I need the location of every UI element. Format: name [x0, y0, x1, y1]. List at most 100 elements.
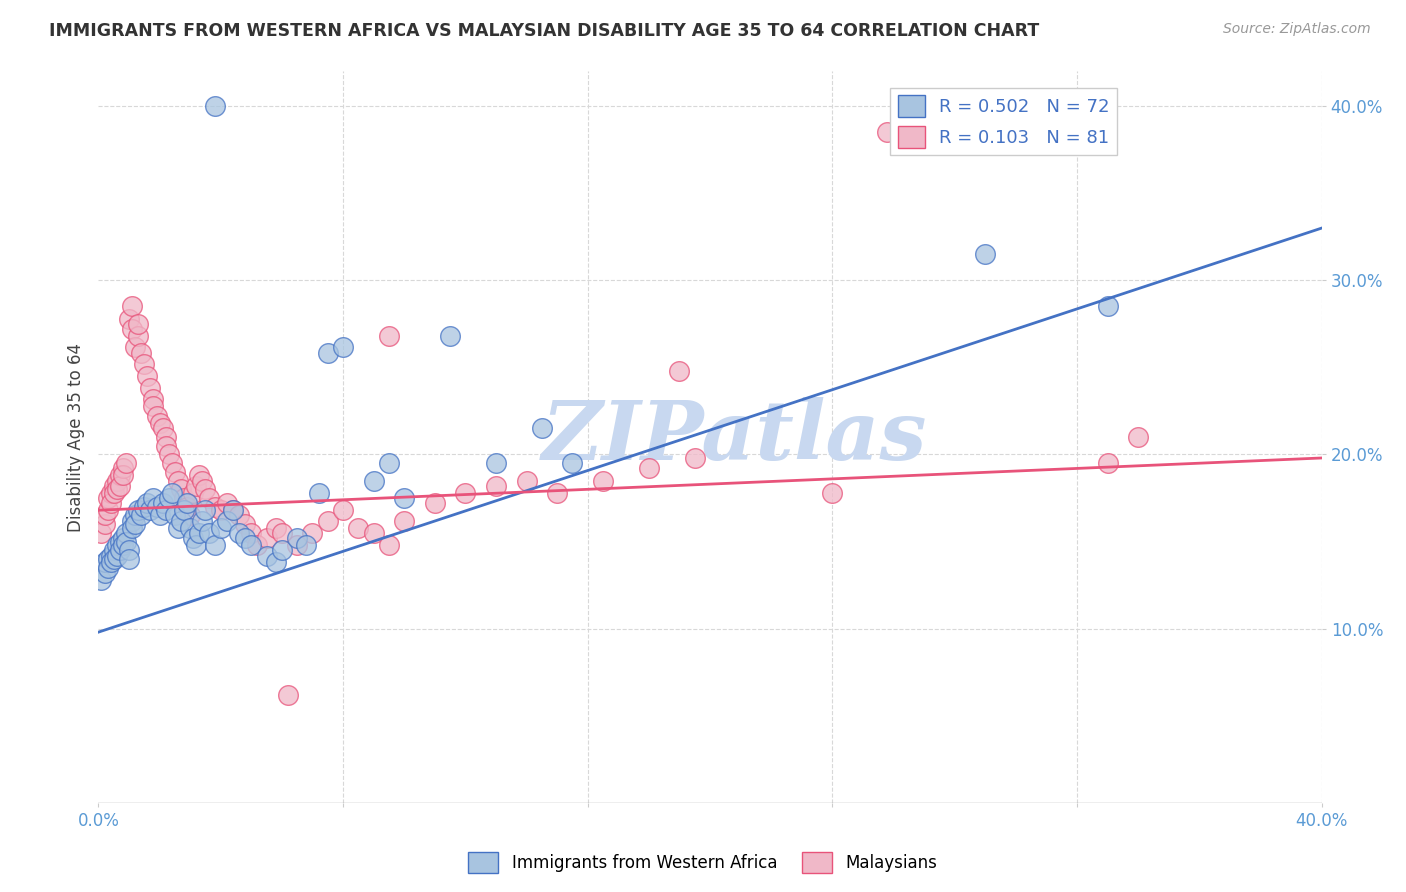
Point: [170, 483, 193, 497]
Point: [108, 479, 131, 493]
Point: [194, 483, 217, 497]
Point: [173, 491, 195, 505]
Point: [285, 538, 308, 552]
Point: [142, 392, 165, 406]
Point: [204, 538, 226, 552]
Point: [454, 485, 477, 500]
Point: [139, 503, 162, 517]
Point: [93, 556, 115, 570]
Point: [139, 381, 162, 395]
Point: [228, 508, 250, 523]
Point: [97, 552, 120, 566]
Point: [90, 525, 112, 540]
Point: [97, 560, 120, 574]
Point: [152, 496, 174, 510]
Point: [233, 531, 256, 545]
Point: [181, 485, 204, 500]
Point: [93, 517, 115, 532]
Point: [264, 521, 287, 535]
Point: [308, 485, 330, 500]
Point: [97, 503, 120, 517]
Text: IMMIGRANTS FROM WESTERN AFRICA VS MALAYSIAN DISABILITY AGE 35 TO 64 CORRELATION : IMMIGRANTS FROM WESTERN AFRICA VS MALAYS…: [49, 22, 1039, 40]
Point: [149, 508, 172, 523]
Point: [118, 552, 141, 566]
Point: [124, 517, 146, 532]
Point: [90, 573, 112, 587]
Point: [204, 500, 226, 514]
Point: [100, 496, 122, 510]
Point: [108, 543, 131, 558]
Point: [876, 125, 898, 139]
Point: [155, 439, 177, 453]
Point: [285, 531, 308, 545]
Point: [197, 525, 219, 540]
Point: [378, 538, 401, 552]
Point: [105, 549, 128, 563]
Point: [103, 543, 125, 558]
Point: [270, 543, 292, 558]
Point: [561, 456, 583, 470]
Point: [142, 491, 165, 505]
Point: [105, 474, 128, 488]
Point: [1097, 456, 1119, 470]
Point: [152, 421, 174, 435]
Point: [108, 468, 131, 483]
Point: [1097, 300, 1119, 314]
Point: [301, 525, 323, 540]
Point: [121, 322, 143, 336]
Point: [215, 514, 238, 528]
Point: [378, 456, 401, 470]
Point: [530, 421, 553, 435]
Point: [103, 479, 125, 493]
Point: [240, 538, 263, 552]
Point: [157, 448, 180, 462]
Point: [93, 508, 115, 523]
Point: [176, 500, 198, 514]
Point: [215, 496, 238, 510]
Point: [683, 450, 706, 465]
Point: [111, 538, 134, 552]
Point: [115, 534, 138, 549]
Point: [332, 503, 354, 517]
Point: [423, 496, 446, 510]
Point: [121, 300, 143, 314]
Point: [181, 531, 204, 545]
Point: [170, 514, 193, 528]
Point: [363, 474, 385, 488]
Point: [233, 517, 256, 532]
Point: [316, 346, 339, 360]
Point: [188, 468, 211, 483]
Point: [1128, 430, 1150, 444]
Point: [173, 503, 195, 517]
Point: [136, 369, 159, 384]
Point: [100, 556, 122, 570]
Point: [186, 479, 208, 493]
Point: [105, 483, 128, 497]
Point: [222, 503, 245, 517]
Point: [111, 461, 134, 475]
Point: [127, 329, 149, 343]
Point: [637, 461, 661, 475]
Point: [129, 346, 152, 360]
Point: [209, 521, 232, 535]
Point: [145, 409, 167, 424]
Point: [167, 474, 190, 488]
Legend: Immigrants from Western Africa, Malaysians: Immigrants from Western Africa, Malaysia…: [461, 846, 945, 880]
Point: [546, 485, 568, 500]
Point: [127, 317, 149, 331]
Point: [191, 514, 214, 528]
Text: ZIPatlas: ZIPatlas: [541, 397, 927, 477]
Point: [100, 485, 122, 500]
Point: [155, 503, 177, 517]
Point: [134, 357, 156, 371]
Point: [121, 514, 143, 528]
Text: Source: ZipAtlas.com: Source: ZipAtlas.com: [1223, 22, 1371, 37]
Point: [163, 465, 186, 479]
Point: [155, 430, 177, 444]
Point: [378, 329, 401, 343]
Point: [176, 496, 198, 510]
Point: [974, 247, 997, 261]
Point: [160, 485, 183, 500]
Point: [103, 552, 125, 566]
Point: [392, 491, 416, 505]
